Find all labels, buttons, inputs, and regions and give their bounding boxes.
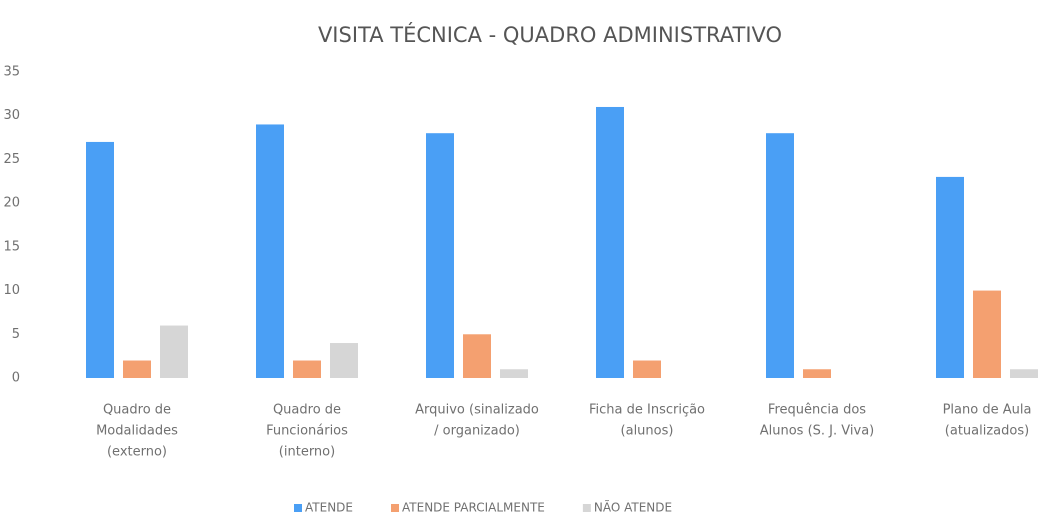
bar xyxy=(766,133,794,378)
bar xyxy=(973,290,1001,378)
x-tick-label: Quadro de xyxy=(273,403,341,418)
y-tick-label: 0 xyxy=(12,371,20,386)
bar xyxy=(500,369,528,378)
bar xyxy=(1010,369,1038,378)
bar xyxy=(426,133,454,378)
x-tick-label: Ficha de Inscrição xyxy=(589,403,705,418)
x-tick-label: Alunos (S. J. Viva) xyxy=(760,424,874,439)
legend-swatch xyxy=(391,504,399,512)
bar xyxy=(123,360,151,378)
x-tick-label: (atualizados) xyxy=(945,424,1029,439)
bar xyxy=(936,176,964,378)
y-tick-label: 10 xyxy=(3,283,20,298)
x-tick-label: Plano de Aula xyxy=(943,403,1032,418)
bar xyxy=(596,106,624,378)
x-tick-label: Funcionários xyxy=(266,424,348,439)
legend-label: ATENDE PARCIALMENTE xyxy=(402,501,545,515)
x-tick-label: (interno) xyxy=(279,445,335,460)
bar xyxy=(633,360,661,378)
x-tick-label: (alunos) xyxy=(621,424,674,439)
x-tick-label: Arquivo (sinalizado xyxy=(415,403,539,418)
y-tick-label: 30 xyxy=(3,108,20,123)
legend-swatch xyxy=(582,504,591,512)
chart-title: VISITA TÉCNICA - QUADRO ADMINISTRATIVO xyxy=(318,22,782,47)
x-tick-label: (externo) xyxy=(107,445,167,460)
x-tick-label: Frequência dos xyxy=(768,403,866,418)
y-tick-label: 15 xyxy=(3,239,20,254)
bar xyxy=(86,141,114,378)
y-tick-label: 20 xyxy=(3,196,20,211)
y-tick-label: 35 xyxy=(3,65,20,80)
bar xyxy=(803,369,831,378)
legend-swatch xyxy=(294,504,302,512)
y-tick-label: 25 xyxy=(3,152,20,167)
y-tick-label: 5 xyxy=(12,327,20,342)
bar xyxy=(463,334,491,378)
bar xyxy=(256,124,284,378)
x-tick-label: Modalidades xyxy=(96,424,178,439)
x-tick-label: / organizado) xyxy=(434,424,520,439)
bar xyxy=(160,325,188,378)
x-tick-label: Quadro de xyxy=(103,403,171,418)
bar xyxy=(330,343,358,378)
legend-label: NÃO ATENDE xyxy=(594,500,672,515)
bar xyxy=(293,360,321,378)
legend-label: ATENDE xyxy=(305,501,353,515)
